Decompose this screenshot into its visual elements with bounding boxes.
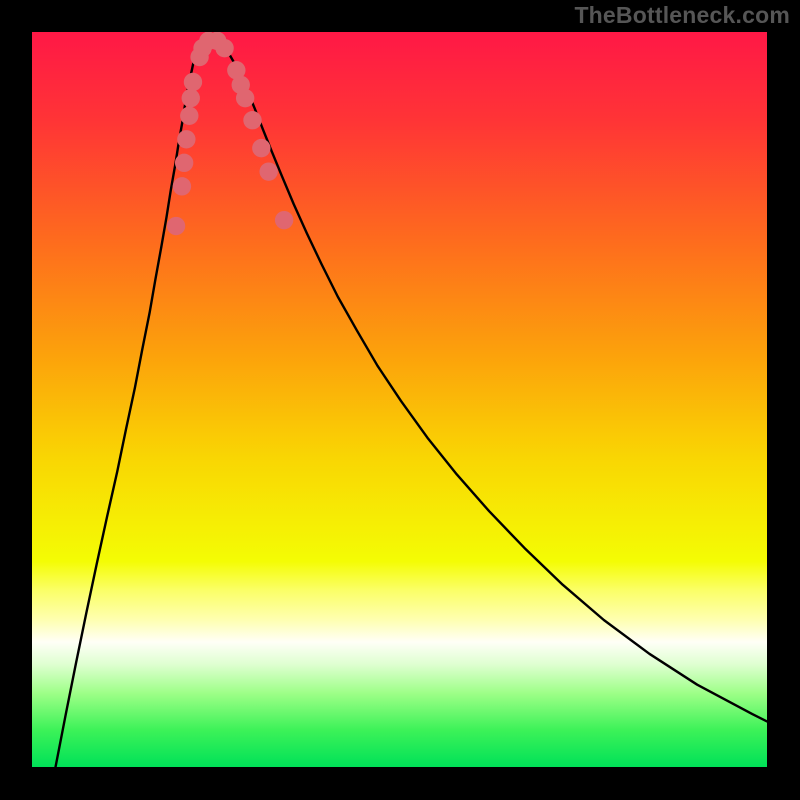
- data-marker: [180, 107, 198, 125]
- data-marker: [173, 177, 191, 195]
- data-marker: [184, 73, 202, 91]
- data-marker: [259, 162, 277, 180]
- data-marker: [236, 89, 254, 107]
- watermark-text: TheBottleneck.com: [574, 2, 790, 29]
- chart-frame: TheBottleneck.com: [0, 0, 800, 800]
- data-marker: [275, 211, 293, 229]
- data-marker: [252, 139, 270, 157]
- data-marker: [215, 39, 233, 57]
- bottleneck-curve-chart: [32, 32, 767, 767]
- data-marker: [167, 217, 185, 235]
- data-marker: [243, 111, 261, 129]
- data-marker: [175, 154, 193, 172]
- data-marker: [182, 89, 200, 107]
- data-marker: [177, 130, 195, 148]
- plot-area: [32, 32, 767, 767]
